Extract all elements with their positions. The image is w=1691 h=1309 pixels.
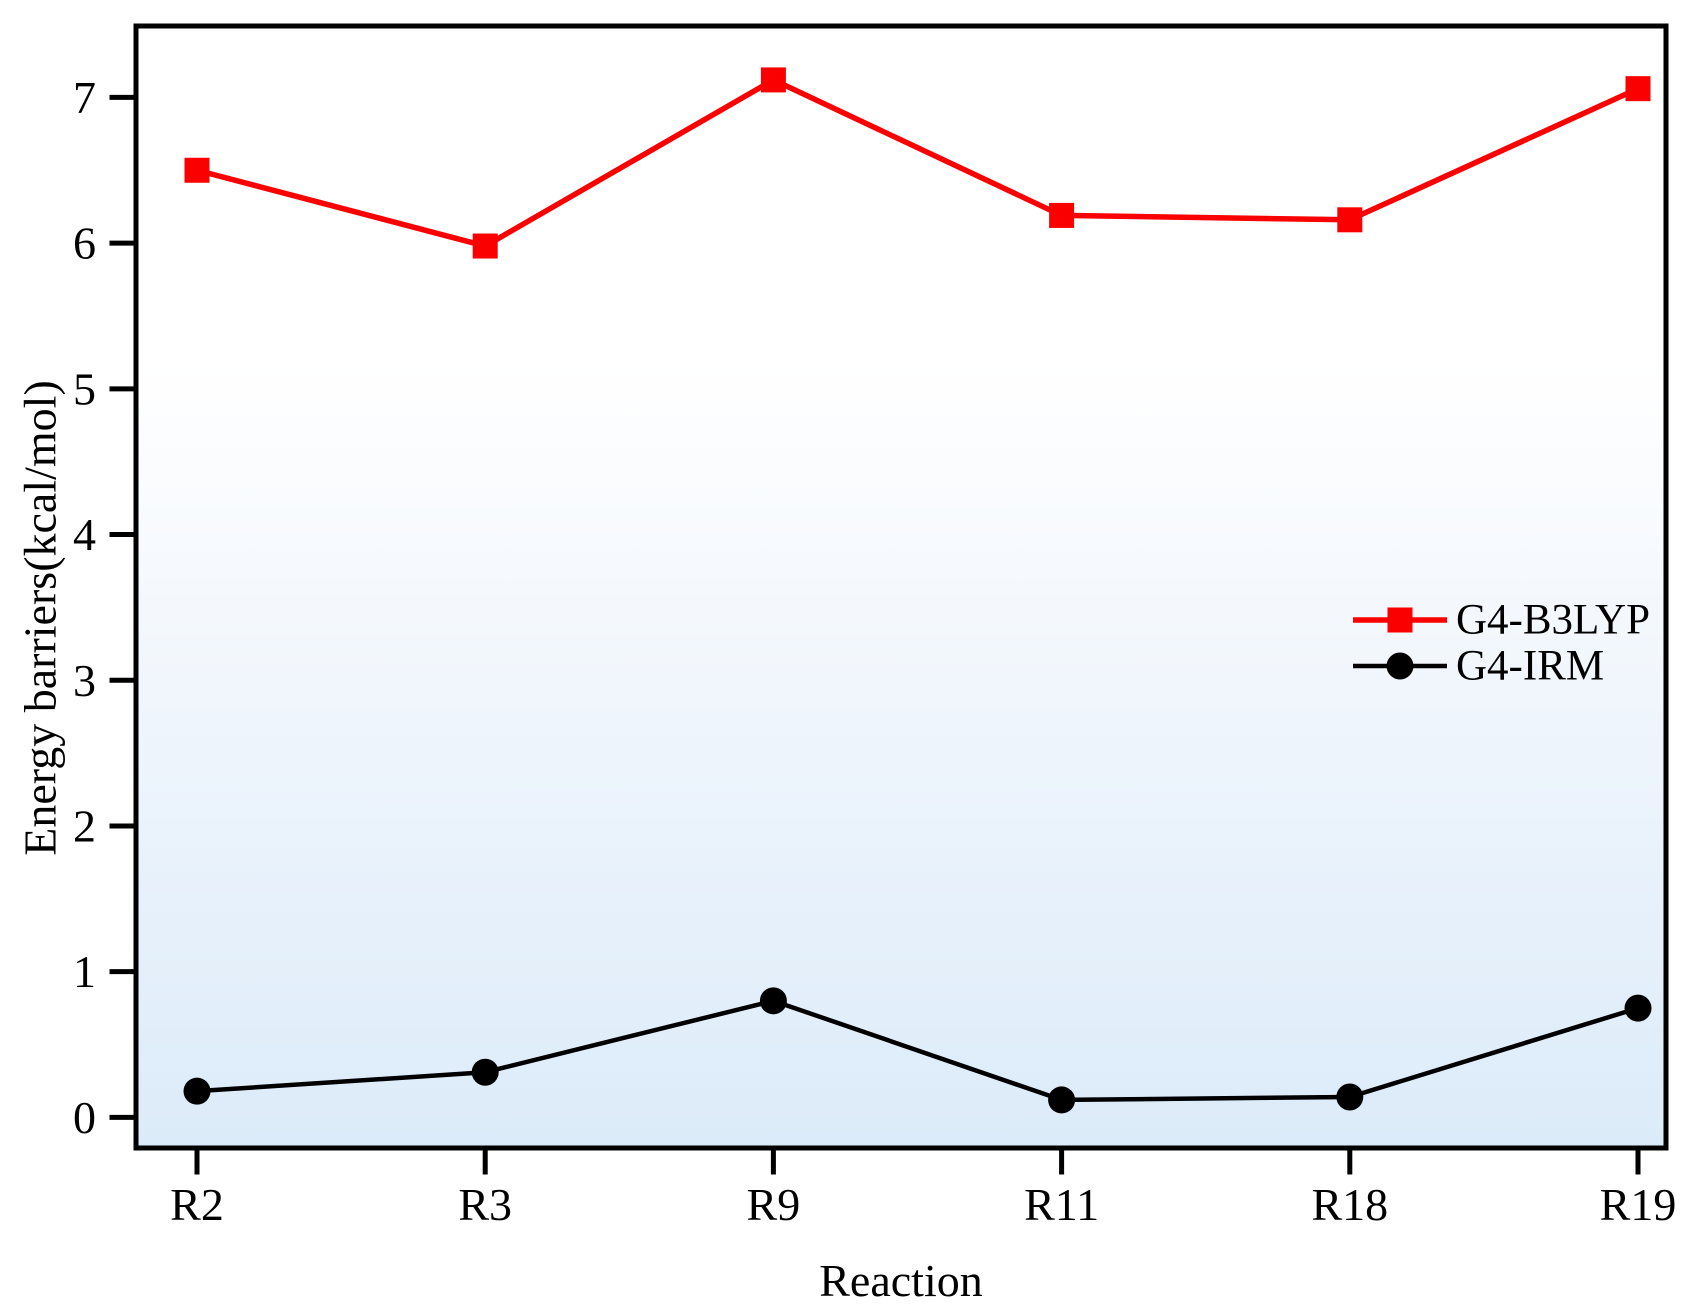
marker-G4-B3LYP-R18: [1337, 207, 1363, 233]
marker-G4-IRM-R3: [471, 1058, 499, 1086]
y-tick-label-0: 0: [73, 1092, 96, 1143]
x-axis-title: Reaction: [819, 1255, 983, 1306]
series-line-G4-IRM: [196, 998, 1639, 1103]
y-tick-label-6: 6: [73, 218, 96, 269]
legend: G4-B3LYP G4-IRM: [1456, 597, 1650, 690]
plot-area: [133, 23, 1669, 1151]
y-tick-label-5: 5: [73, 363, 96, 414]
legend-marker-circle: [1386, 652, 1414, 680]
marker-G4-B3LYP-R19: [1625, 76, 1651, 102]
y-tick-label-2: 2: [73, 800, 96, 851]
marker-G4-B3LYP-R9: [760, 67, 786, 93]
marker-G4-IRM-R11: [1048, 1086, 1076, 1114]
y-tick-label-3: 3: [73, 655, 96, 706]
marker-G4-B3LYP-R11: [1049, 202, 1075, 228]
x-tick-label-R19: R19: [1600, 1179, 1677, 1230]
legend-marker-square: [1387, 607, 1413, 633]
marker-G4-B3LYP-R3: [472, 233, 498, 259]
marker-G4-IRM-R2: [183, 1077, 211, 1105]
x-tick-label-R3: R3: [458, 1179, 512, 1230]
series-line-G4-B3LYP: [196, 77, 1640, 249]
legend-label-g4-irm: G4-IRM: [1456, 643, 1604, 690]
y-axis-title: Energy barriers(kcal/mol): [15, 380, 66, 856]
legend-item-G4-IRM: [1353, 652, 1447, 680]
series-G4-B3LYP: [184, 67, 1651, 259]
series-G4-IRM: [183, 987, 1652, 1114]
x-tick-label-R9: R9: [747, 1179, 801, 1230]
legend-item-G4-B3LYP: [1353, 607, 1447, 633]
y-tick-label-4: 4: [73, 509, 96, 560]
marker-G4-IRM-R9: [759, 987, 787, 1015]
x-tick-label-R11: R11: [1024, 1179, 1099, 1230]
marker-G4-B3LYP-R2: [184, 157, 210, 183]
y-tick-label-1: 1: [73, 946, 96, 997]
x-tick-label-R18: R18: [1311, 1179, 1388, 1230]
y-tick-label-7: 7: [73, 72, 96, 123]
marker-G4-IRM-R19: [1624, 994, 1652, 1022]
x-tick-label-R2: R2: [170, 1179, 224, 1230]
legend-label-g4-b3lyp: G4-B3LYP: [1456, 597, 1650, 644]
marker-G4-IRM-R18: [1336, 1083, 1364, 1111]
